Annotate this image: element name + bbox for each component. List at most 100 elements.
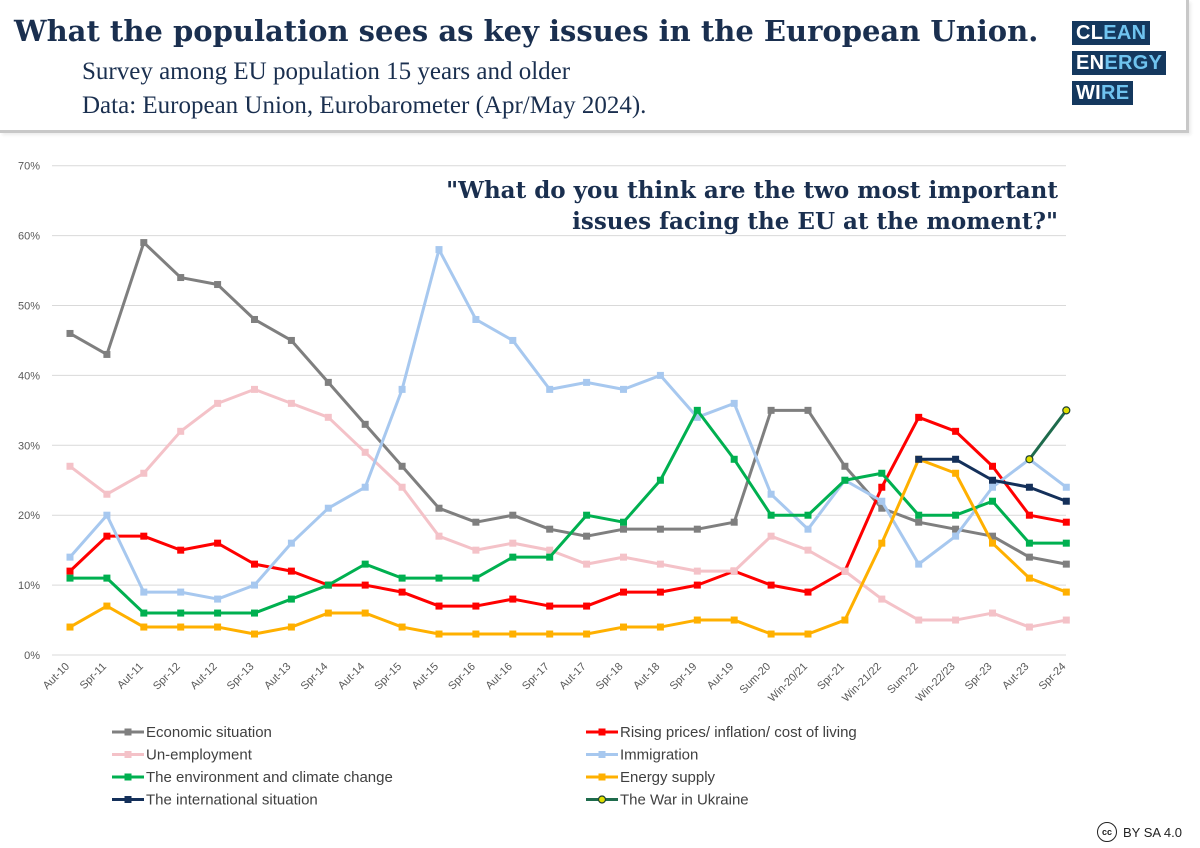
data-point-prices <box>361 581 369 589</box>
data-point-energy <box>140 623 148 631</box>
data-point-unemployment <box>214 399 222 407</box>
data-point-economic <box>66 329 74 337</box>
clean-energy-wire-logo[interactable]: CLEAN ENERGY WIRE <box>1072 21 1167 111</box>
data-point-unemployment <box>620 553 627 561</box>
x-tick-label: Spr-18 <box>594 661 626 693</box>
data-point-energy <box>324 609 332 617</box>
data-point-energy <box>435 630 443 638</box>
data-point-environment <box>878 469 886 477</box>
data-point-prices <box>952 427 960 435</box>
header-panel <box>0 0 1189 133</box>
x-tick-label: Spr-21 <box>815 661 847 693</box>
data-point-energy <box>804 630 812 638</box>
logo-line-clean: CLEAN <box>1072 21 1151 45</box>
data-point-international <box>1062 497 1070 505</box>
x-tick-label: Spr-19 <box>668 661 700 693</box>
data-point-environment <box>509 553 517 561</box>
data-point-energy <box>546 630 554 638</box>
data-point-environment <box>361 560 369 568</box>
data-point-economic <box>398 462 406 470</box>
data-point-economic <box>251 315 258 323</box>
data-point-immigration <box>1062 483 1070 491</box>
series-line-unemployment <box>69 387 1067 629</box>
data-point-unemployment <box>251 385 258 393</box>
data-point-environment <box>693 406 701 414</box>
data-point-immigration <box>324 504 332 512</box>
data-point-unemployment <box>324 413 332 421</box>
license-text: BY SA 4.0 <box>1122 824 1182 840</box>
data-point-prices <box>251 560 258 568</box>
data-point-immigration <box>546 385 554 393</box>
data-point-environment <box>730 455 738 463</box>
data-point-prices <box>66 567 74 575</box>
data-point-international <box>989 476 996 484</box>
x-tick-label: Spr-16 <box>446 661 478 693</box>
data-point-unemployment <box>767 532 775 540</box>
legend-label-prices: Rising prices/ inflation/ cost of living <box>620 724 857 741</box>
x-tick-label: Spr-23 <box>963 661 995 693</box>
data-point-prices <box>693 581 701 589</box>
subtitle-survey: Survey among EU population 15 years and … <box>82 58 571 85</box>
legend-label-immigration: Immigration <box>620 747 698 764</box>
data-point-economic <box>915 518 923 526</box>
data-point-energy <box>472 630 480 638</box>
license-badge[interactable]: cc BY SA 4.0 <box>1096 822 1182 842</box>
data-point-environment <box>915 511 923 519</box>
y-tick-label: 50% <box>18 301 40 313</box>
x-tick-label: Aut-18 <box>631 661 662 692</box>
legend-marker-immigration <box>598 751 606 758</box>
data-point-immigration <box>693 413 701 421</box>
data-point-prices <box>214 539 222 547</box>
x-tick-label: Aut-17 <box>557 661 588 692</box>
data-point-immigration <box>214 595 222 603</box>
data-point-prices <box>177 546 185 554</box>
data-point-prices <box>767 581 775 589</box>
data-point-prices <box>287 567 295 575</box>
y-tick-label: 70% <box>18 161 40 173</box>
data-point-unemployment <box>361 448 369 456</box>
data-point-unemployment <box>472 546 480 554</box>
data-point-economic <box>324 378 332 386</box>
y-tick-label: 20% <box>18 510 40 522</box>
x-tick-label: Aut-11 <box>115 661 146 692</box>
data-point-unemployment <box>878 595 886 603</box>
legend-marker-unemployment <box>124 751 132 758</box>
x-tick-label: Aut-16 <box>484 661 515 692</box>
data-point-unemployment <box>1062 616 1070 624</box>
x-tick-label: Sum-20 <box>737 661 773 697</box>
data-point-energy <box>1025 574 1033 582</box>
data-point-environment <box>214 609 222 617</box>
legend-label-ukraine: The War in Ukraine <box>620 792 749 809</box>
legend-label-economic: Economic situation <box>146 724 272 741</box>
data-point-unemployment <box>656 560 664 568</box>
data-point-immigration <box>656 371 664 379</box>
data-point-prices <box>620 588 627 596</box>
data-point-prices <box>878 483 886 491</box>
logo-line-energy: ENERGY <box>1072 51 1167 75</box>
subtitle-source: Data: European Union, Eurobarometer (Apr… <box>82 92 647 119</box>
legend-marker-international <box>124 796 132 803</box>
data-point-ukraine <box>1062 406 1071 415</box>
data-point-energy <box>66 623 74 631</box>
data-point-economic <box>435 504 443 512</box>
x-tick-label: Spr-11 <box>78 661 109 692</box>
data-point-economic <box>693 525 701 533</box>
data-point-environment <box>804 511 812 519</box>
data-point-economic <box>1062 560 1070 568</box>
x-tick-label: Aut-19 <box>705 661 736 692</box>
data-point-unemployment <box>915 616 923 624</box>
data-point-immigration <box>66 553 74 561</box>
data-point-unemployment <box>140 469 148 477</box>
legend-marker-economic <box>124 728 132 736</box>
x-tick-label: Win-20/21 <box>766 661 810 705</box>
data-point-energy <box>989 539 996 547</box>
x-tick-label: Sum-22 <box>885 661 921 697</box>
data-point-international <box>952 455 960 463</box>
data-point-energy <box>583 630 591 638</box>
data-point-immigration <box>361 483 369 491</box>
data-point-ukraine <box>1025 455 1034 464</box>
data-point-energy <box>361 609 369 617</box>
data-point-environment <box>583 511 591 519</box>
data-point-unemployment <box>66 462 74 470</box>
data-point-unemployment <box>1025 623 1033 631</box>
